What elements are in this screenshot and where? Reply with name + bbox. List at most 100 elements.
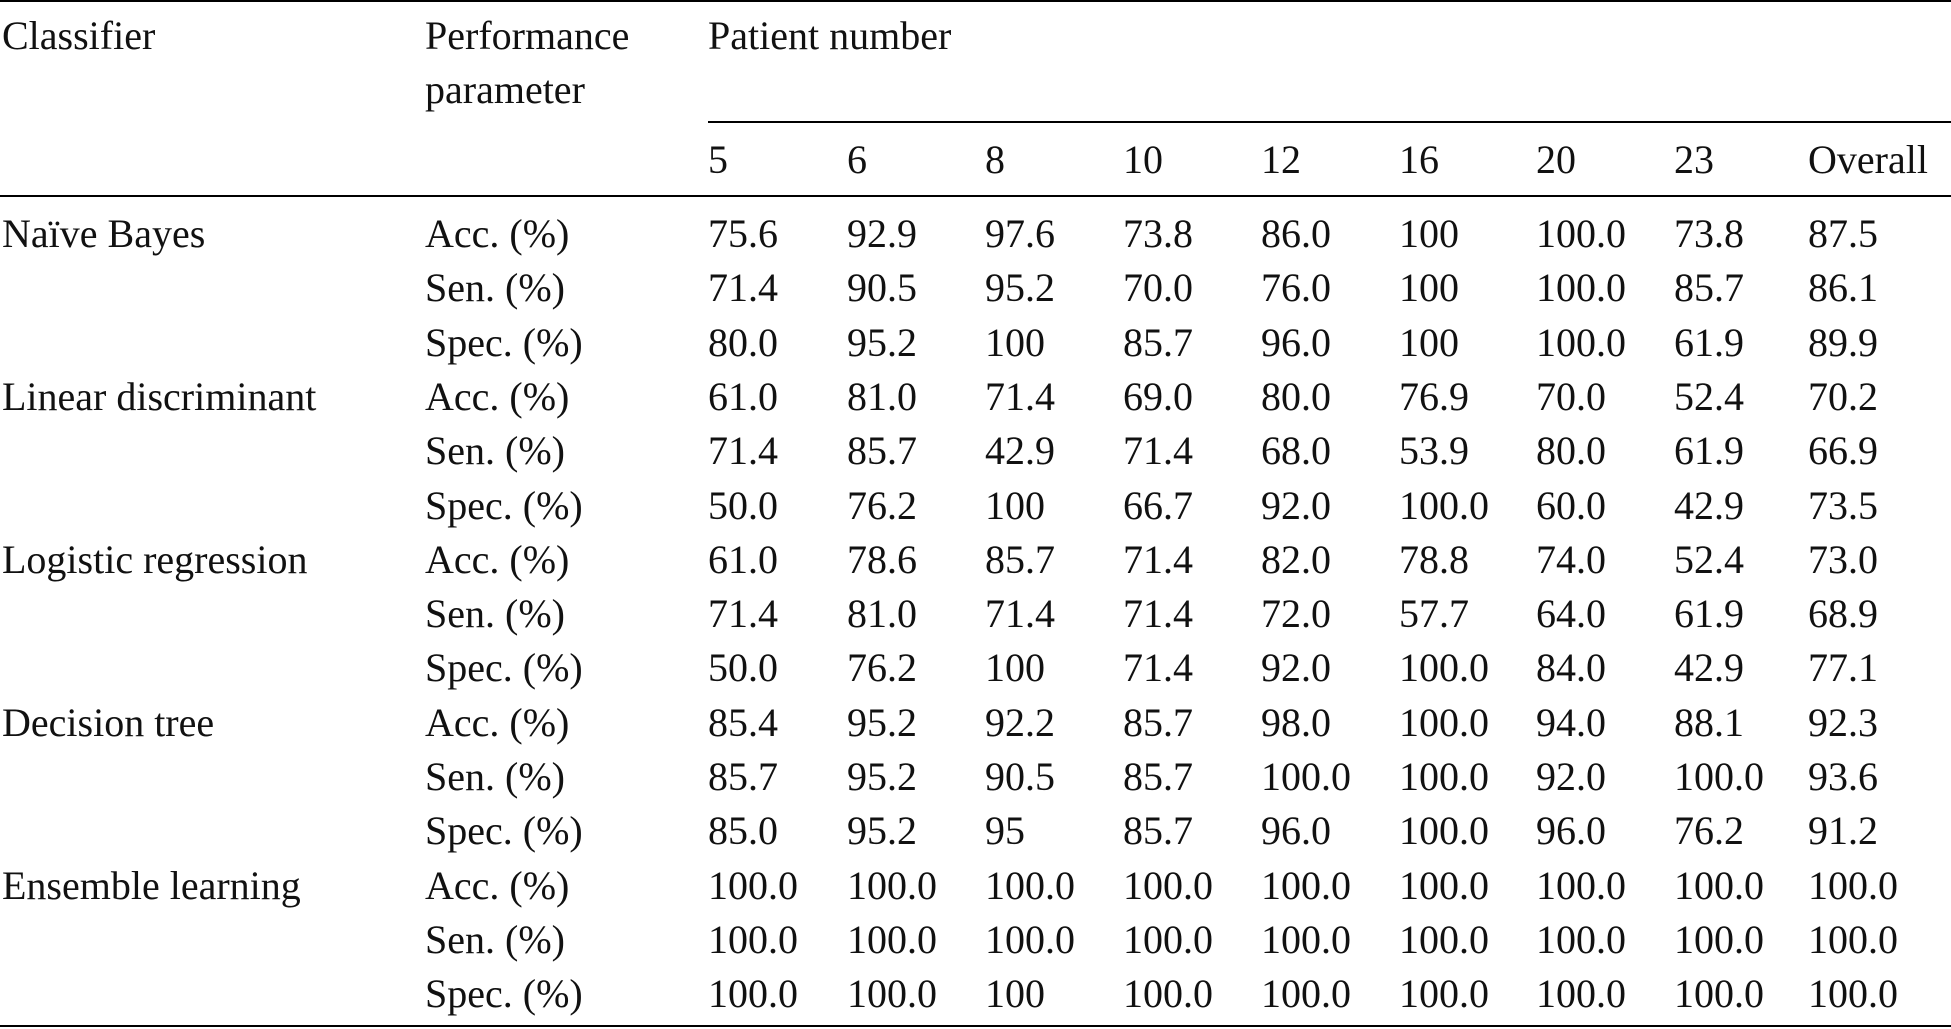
patient-number-rule xyxy=(708,121,1951,123)
performance-parameter: Acc. (%) xyxy=(425,700,570,745)
table-cell: 100 xyxy=(985,483,1045,528)
table-cell: 81.0 xyxy=(847,374,917,419)
table-cell: 100.0 xyxy=(1123,917,1213,962)
column-header: 10 xyxy=(1123,137,1163,182)
table-cell: 100.0 xyxy=(847,917,937,962)
table-cell: 100 xyxy=(985,320,1045,365)
table-cell: 100.0 xyxy=(985,917,1075,962)
table-cell: 85.0 xyxy=(708,808,778,853)
column-header: 20 xyxy=(1536,137,1576,182)
table-cell: 71.4 xyxy=(1123,428,1193,473)
table-cell: 73.5 xyxy=(1808,483,1878,528)
table-cell: 100.0 xyxy=(1261,754,1351,799)
table-cell: 91.2 xyxy=(1808,808,1878,853)
table-cell: 81.0 xyxy=(847,591,917,636)
table-cell: 98.0 xyxy=(1261,700,1331,745)
table-cell: 85.7 xyxy=(1123,808,1193,853)
table-cell: 70.0 xyxy=(1536,374,1606,419)
table-cell: 73.0 xyxy=(1808,537,1878,582)
table-cell: 100.0 xyxy=(1536,211,1626,256)
table-cell: 100.0 xyxy=(1536,863,1626,908)
header-bottom-rule xyxy=(0,195,1951,197)
performance-parameter: Acc. (%) xyxy=(425,537,570,582)
table-cell: 100.0 xyxy=(1674,971,1764,1016)
table-cell: 85.7 xyxy=(1674,265,1744,310)
table-cell: 76.2 xyxy=(847,645,917,690)
table-cell: 100.0 xyxy=(708,971,798,1016)
performance-parameter: Sen. (%) xyxy=(425,265,565,310)
header-classifier: Classifier xyxy=(2,13,156,58)
table-cell: 80.0 xyxy=(1536,428,1606,473)
table-cell: 71.4 xyxy=(708,265,778,310)
table-cell: 61.9 xyxy=(1674,320,1744,365)
performance-parameter: Sen. (%) xyxy=(425,591,565,636)
table-cell: 85.7 xyxy=(847,428,917,473)
table-cell: 92.2 xyxy=(985,700,1055,745)
performance-parameter: Sen. (%) xyxy=(425,917,565,962)
table-cell: 42.9 xyxy=(1674,483,1744,528)
column-header: 8 xyxy=(985,137,1005,182)
table-cell: 61.9 xyxy=(1674,428,1744,473)
header-performance-line2: parameter xyxy=(425,67,585,112)
table-cell: 85.7 xyxy=(1123,320,1193,365)
table-cell: 88.1 xyxy=(1674,700,1744,745)
table-cell: 100.0 xyxy=(1674,863,1764,908)
table-cell: 100.0 xyxy=(1808,971,1898,1016)
table-cell: 89.9 xyxy=(1808,320,1878,365)
table-cell: 96.0 xyxy=(1536,808,1606,853)
table-cell: 73.8 xyxy=(1123,211,1193,256)
performance-parameter: Sen. (%) xyxy=(425,754,565,799)
table-cell: 100.0 xyxy=(1536,917,1626,962)
classifier-name: Logistic regression xyxy=(2,537,308,582)
table-cell: 76.0 xyxy=(1261,265,1331,310)
table-cell: 95.2 xyxy=(847,320,917,365)
table-cell: 100.0 xyxy=(1261,863,1351,908)
table-cell: 77.1 xyxy=(1808,645,1878,690)
table-cell: 100.0 xyxy=(1536,320,1626,365)
table-cell: 52.4 xyxy=(1674,374,1744,419)
table-cell: 42.9 xyxy=(985,428,1055,473)
table-cell: 100.0 xyxy=(985,863,1075,908)
table-cell: 66.7 xyxy=(1123,483,1193,528)
table-cell: 53.9 xyxy=(1399,428,1469,473)
table-cell: 100.0 xyxy=(1808,863,1898,908)
table-cell: 100.0 xyxy=(1399,700,1489,745)
table-cell: 80.0 xyxy=(708,320,778,365)
table-cell: 100.0 xyxy=(1261,971,1351,1016)
table-cell: 82.0 xyxy=(1261,537,1331,582)
table-cell: 100.0 xyxy=(1674,754,1764,799)
table-cell: 68.9 xyxy=(1808,591,1878,636)
table-cell: 71.4 xyxy=(708,428,778,473)
table-cell: 87.5 xyxy=(1808,211,1878,256)
table-cell: 100.0 xyxy=(1123,863,1213,908)
table-cell: 61.0 xyxy=(708,537,778,582)
table-cell: 92.9 xyxy=(847,211,917,256)
column-header: 6 xyxy=(847,137,867,182)
performance-parameter: Spec. (%) xyxy=(425,645,583,690)
table-cell: 76.2 xyxy=(847,483,917,528)
table-cell: 80.0 xyxy=(1261,374,1331,419)
table-cell: 100.0 xyxy=(1399,863,1489,908)
column-header: 16 xyxy=(1399,137,1439,182)
table-cell: 74.0 xyxy=(1536,537,1606,582)
table-cell: 100 xyxy=(1399,211,1459,256)
table-cell: 85.7 xyxy=(708,754,778,799)
table-cell: 100.0 xyxy=(1674,917,1764,962)
table-cell: 50.0 xyxy=(708,483,778,528)
classifier-name: Naïve Bayes xyxy=(2,211,206,256)
table-cell: 95.2 xyxy=(985,265,1055,310)
performance-parameter: Spec. (%) xyxy=(425,971,583,1016)
table-cell: 72.0 xyxy=(1261,591,1331,636)
performance-parameter: Acc. (%) xyxy=(425,374,570,419)
table-cell: 100.0 xyxy=(1399,971,1489,1016)
table-cell: 96.0 xyxy=(1261,320,1331,365)
table-cell: 100.0 xyxy=(1399,754,1489,799)
table-cell: 71.4 xyxy=(985,591,1055,636)
table-cell: 64.0 xyxy=(1536,591,1606,636)
table-cell: 86.0 xyxy=(1261,211,1331,256)
table-cell: 61.9 xyxy=(1674,591,1744,636)
table-cell: 85.4 xyxy=(708,700,778,745)
table-cell: 70.0 xyxy=(1123,265,1193,310)
table-cell: 71.4 xyxy=(1123,591,1193,636)
table-cell: 95.2 xyxy=(847,808,917,853)
